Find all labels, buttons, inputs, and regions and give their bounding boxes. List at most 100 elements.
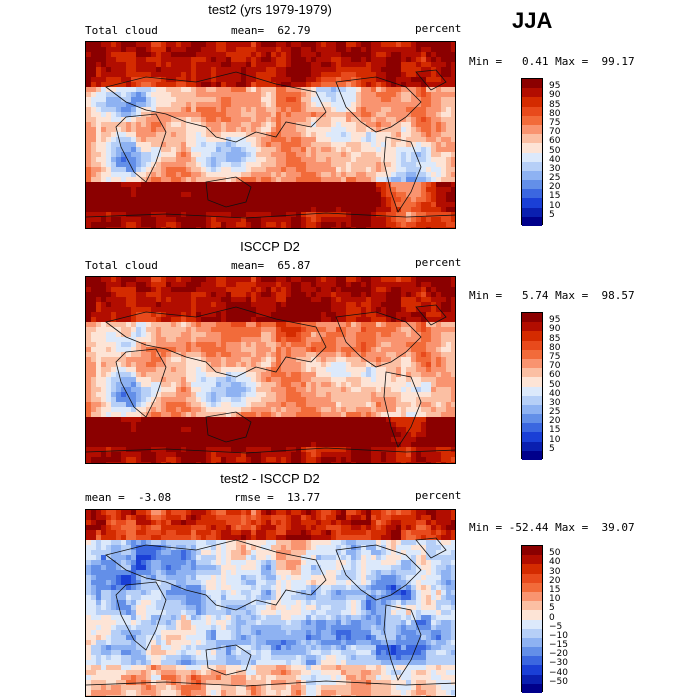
colorbar-tick-label: −5 xyxy=(549,621,563,632)
colorbar-tick-label: 70 xyxy=(549,361,561,372)
colorbar-tick-label: 10 xyxy=(549,434,561,445)
colorbar-tick-label: 10 xyxy=(549,200,561,211)
colorbar-tick-label: 50 xyxy=(549,548,561,559)
colorbar-segment xyxy=(522,143,542,153)
coastline xyxy=(205,176,252,208)
panel-mean-label: mean = -3.08 xyxy=(85,491,172,504)
coastline xyxy=(415,69,447,91)
colorbar-segment xyxy=(522,216,542,226)
colorbar-segment xyxy=(522,106,542,116)
colorbar-segment xyxy=(522,610,542,620)
colorbar-segment xyxy=(522,358,542,369)
colorbar-tick-label: 5 xyxy=(549,603,555,614)
coastline xyxy=(383,136,422,213)
colorbar xyxy=(521,78,543,226)
panel-minmax: Min = 0.41 Max = 99.17 xyxy=(469,55,635,68)
coastline xyxy=(86,680,455,687)
colorbar-tick-label: 80 xyxy=(549,108,561,119)
panel-title: test2 - ISCCP D2 xyxy=(220,471,320,486)
coastline xyxy=(105,539,327,611)
colorbar-tick-label: 50 xyxy=(549,145,561,156)
colorbar-tick-label: 25 xyxy=(549,173,561,184)
colorbar-segment xyxy=(522,88,542,98)
colorbar-tick-label: 95 xyxy=(549,81,561,92)
colorbar-segment xyxy=(522,582,542,592)
coastline xyxy=(86,212,455,219)
colorbar-tick-label: 20 xyxy=(549,416,561,427)
colorbar-segment xyxy=(522,395,542,405)
panel-minmax: Min = 5.74 Max = 98.57 xyxy=(469,289,635,302)
colorbar-tick-label: 40 xyxy=(549,154,561,165)
colorbar-tick-label: 30 xyxy=(549,566,561,577)
colorbar-tick-label: −30 xyxy=(549,658,568,669)
colorbar-tick-label: 95 xyxy=(549,315,561,326)
colorbar-segment xyxy=(522,313,542,323)
colorbar-tick-label: 85 xyxy=(549,333,561,344)
colorbar-segment xyxy=(522,665,542,675)
panel-title: test2 (yrs 1979-1979) xyxy=(208,2,332,17)
map-field xyxy=(86,42,455,228)
colorbar xyxy=(521,312,543,460)
map-field xyxy=(86,277,455,463)
global-map xyxy=(85,276,456,464)
colorbar-segment xyxy=(522,331,542,341)
colorbar-tick-label: 5 xyxy=(549,209,555,220)
coastline xyxy=(105,306,327,378)
colorbar-segment xyxy=(522,404,542,415)
colorbar-segment xyxy=(522,340,542,350)
colorbar-tick-label: 50 xyxy=(549,379,561,390)
panel-rmse-label: rmse = 13.77 xyxy=(234,491,321,504)
panel-variable-label: Total cloud xyxy=(85,259,158,272)
colorbar-segment xyxy=(522,386,542,396)
colorbar-tick-label: 40 xyxy=(549,388,561,399)
colorbar-segment xyxy=(522,555,542,565)
coastline xyxy=(335,311,422,368)
colorbar-tick-label: −15 xyxy=(549,640,568,651)
global-map xyxy=(85,509,456,697)
colorbar-segment xyxy=(522,637,542,648)
colorbar-segment xyxy=(522,134,542,144)
colorbar-segment xyxy=(522,161,542,171)
panel-mean-label: mean= 62.79 xyxy=(231,24,311,37)
colorbar-tick-label: 80 xyxy=(549,342,561,353)
coastline xyxy=(115,348,167,418)
colorbar-segment xyxy=(522,124,542,135)
colorbar-segment xyxy=(522,432,542,442)
coastline xyxy=(415,537,447,559)
coastline xyxy=(383,604,422,681)
colorbar-tick-label: 20 xyxy=(549,182,561,193)
global-map xyxy=(85,41,456,229)
colorbar-tick-label: 25 xyxy=(549,407,561,418)
colorbar-segment xyxy=(522,628,542,638)
coastline xyxy=(383,371,422,448)
colorbar-segment xyxy=(522,207,542,217)
panel-title: ISCCP D2 xyxy=(240,239,300,254)
coastline xyxy=(115,581,167,651)
colorbar-tick-label: 15 xyxy=(549,191,561,202)
colorbar-segment xyxy=(522,423,542,433)
coastline xyxy=(115,113,167,183)
colorbar-tick-label: 60 xyxy=(549,370,561,381)
panel-units-label: percent xyxy=(415,256,462,269)
colorbar-segment xyxy=(522,97,542,107)
colorbar-tick-label: 90 xyxy=(549,324,561,335)
colorbar-tick-label: 75 xyxy=(549,117,561,128)
colorbar-segment xyxy=(522,450,542,460)
colorbar-segment xyxy=(522,674,542,684)
coastline xyxy=(205,644,252,676)
colorbar-segment xyxy=(522,322,542,332)
colorbar-segment xyxy=(522,170,542,181)
colorbar-tick-label: 75 xyxy=(549,351,561,362)
panel-variable-label: Total cloud xyxy=(85,24,158,37)
colorbar-tick-label: 20 xyxy=(549,575,561,586)
panel-mean-label: mean= 65.87 xyxy=(231,259,311,272)
colorbar-segment xyxy=(522,601,542,611)
colorbar-tick-label: 85 xyxy=(549,99,561,110)
colorbar-segment xyxy=(522,683,542,693)
colorbar-tick-label: 5 xyxy=(549,443,555,454)
colorbar-segment xyxy=(522,656,542,666)
panel-units-label: percent xyxy=(415,489,462,502)
colorbar-tick-label: −20 xyxy=(549,649,568,660)
colorbar-segment xyxy=(522,180,542,190)
season-label: JJA xyxy=(512,8,553,33)
